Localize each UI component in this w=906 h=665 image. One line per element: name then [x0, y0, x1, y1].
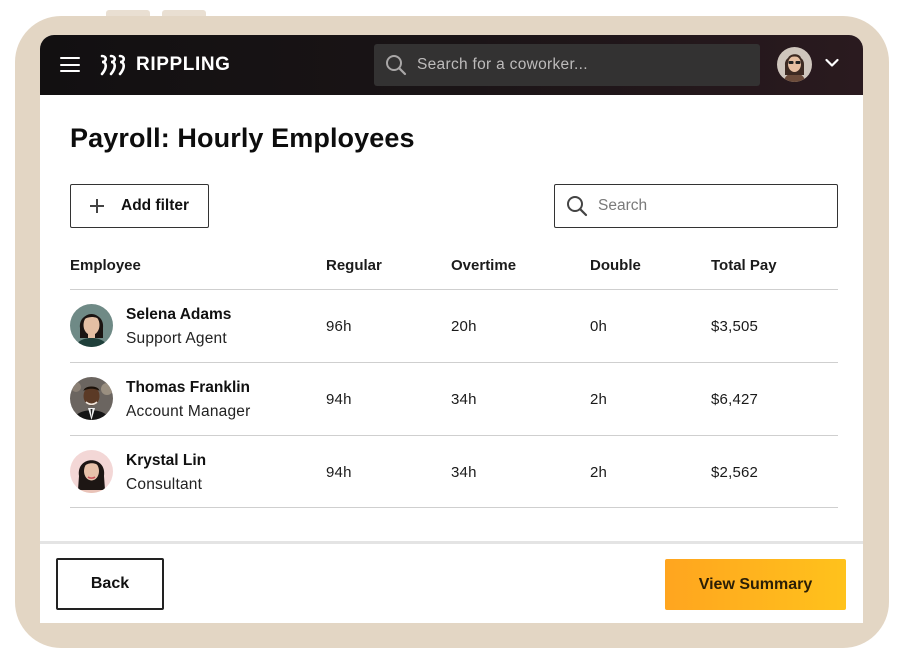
overtime-hours: 20h	[451, 318, 477, 335]
regular-hours: 94h	[326, 391, 352, 408]
page-title: Payroll: Hourly Employees	[70, 123, 415, 153]
table-search[interactable]	[554, 184, 838, 228]
double-hours: 2h	[590, 464, 608, 481]
column-header-employee[interactable]: Employee	[70, 257, 141, 274]
plus-icon	[90, 199, 104, 213]
brand-name: RIPPLING	[136, 54, 231, 75]
user-avatar[interactable]	[777, 47, 812, 82]
table-row[interactable]: Thomas Franklin Account Manager 94h 34h …	[70, 363, 838, 435]
total-pay: $3,505	[711, 318, 759, 335]
employee-name[interactable]: Krystal Lin	[126, 452, 207, 469]
add-filter-button[interactable]: Add filter	[70, 184, 209, 228]
chevron-down-icon[interactable]	[825, 58, 839, 68]
table-divider	[70, 289, 838, 290]
rippling-logo[interactable]: RIPPLING	[100, 54, 231, 76]
employee-avatar	[70, 450, 113, 493]
column-header-overtime[interactable]: Overtime	[451, 257, 517, 274]
employee-avatar	[70, 304, 113, 347]
device-tab-nub	[106, 10, 150, 18]
view-summary-button[interactable]: View Summary	[665, 559, 846, 610]
table-row[interactable]: Krystal Lin Consultant 94h 34h 2h $2,562	[70, 436, 838, 508]
add-filter-label: Add filter	[121, 197, 190, 214]
footer-divider	[40, 541, 863, 544]
double-hours: 0h	[590, 318, 608, 335]
column-header-regular[interactable]: Regular	[326, 257, 382, 274]
employee-role: Account Manager	[126, 403, 251, 420]
overtime-hours: 34h	[451, 391, 477, 408]
search-icon	[567, 196, 588, 217]
back-button[interactable]: Back	[56, 558, 164, 610]
device-tab-nub	[162, 10, 206, 18]
table-divider	[70, 507, 838, 508]
table-search-input[interactable]	[598, 197, 828, 215]
regular-hours: 96h	[326, 318, 352, 335]
total-pay: $6,427	[711, 391, 759, 408]
top-navigation-bar: RIPPLING	[40, 35, 863, 95]
overtime-hours: 34h	[451, 464, 477, 481]
coworker-search[interactable]	[374, 44, 760, 86]
table-divider	[70, 435, 838, 436]
total-pay: $2,562	[711, 464, 759, 481]
double-hours: 2h	[590, 391, 608, 408]
table-row[interactable]: Selena Adams Support Agent 96h 20h 0h $3…	[70, 290, 838, 362]
search-icon	[386, 55, 407, 76]
employee-name[interactable]: Selena Adams	[126, 306, 232, 323]
employee-avatar	[70, 377, 113, 420]
employee-role: Support Agent	[126, 330, 227, 347]
employee-name[interactable]: Thomas Franklin	[126, 379, 251, 396]
table-divider	[70, 362, 838, 363]
app-screen: RIPPLING Payroll: Hourly Employees	[40, 35, 863, 623]
regular-hours: 94h	[326, 464, 352, 481]
column-header-total-pay[interactable]: Total Pay	[711, 257, 777, 274]
employee-role: Consultant	[126, 476, 203, 493]
rippling-logo-icon	[100, 54, 126, 76]
hamburger-icon[interactable]	[60, 57, 80, 73]
coworker-search-input[interactable]	[417, 56, 747, 74]
column-header-double[interactable]: Double	[590, 257, 641, 274]
